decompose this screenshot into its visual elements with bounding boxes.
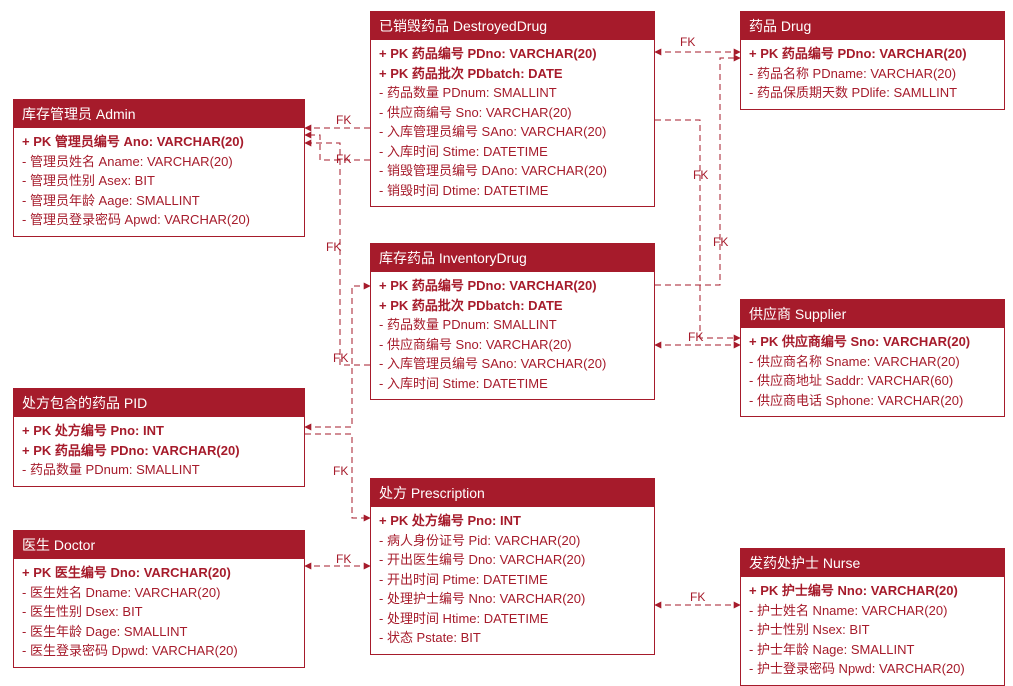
entity-body: + PK 医生编号 Dno: VARCHAR(20)- 医生姓名 Dname: … xyxy=(14,559,304,667)
attribute: - 药品保质期天数 PDlife: SAMLLINT xyxy=(749,83,996,103)
attribute: - 入库管理员编号 SAno: VARCHAR(20) xyxy=(379,354,646,374)
entity-inventory: 库存药品 InventoryDrug+ PK 药品编号 PDno: VARCHA… xyxy=(370,243,655,400)
entity-body: + PK 药品编号 PDno: VARCHAR(20)- 药品名称 PDname… xyxy=(741,40,1004,109)
entity-prescription: 处方 Prescription+ PK 处方编号 Pno: INT- 病人身份证… xyxy=(370,478,655,655)
attribute: - 入库时间 Stime: DATETIME xyxy=(379,374,646,394)
fk-label: FK xyxy=(693,168,708,182)
fk-label: FK xyxy=(336,152,351,166)
entity-destroyed: 已销毁药品 DestroyedDrug+ PK 药品编号 PDno: VARCH… xyxy=(370,11,655,207)
fk-destroyed-sno-to-supplier xyxy=(655,120,740,338)
pk-attribute: + PK 药品批次 PDbatch: DATE xyxy=(379,296,646,316)
entity-body: + PK 处方编号 Pno: INT- 病人身份证号 Pid: VARCHAR(… xyxy=(371,507,654,654)
attribute: - 病人身份证号 Pid: VARCHAR(20) xyxy=(379,531,646,551)
attribute: - 医生年龄 Dage: SMALLINT xyxy=(22,622,296,642)
attribute: - 销毁管理员编号 DAno: VARCHAR(20) xyxy=(379,161,646,181)
fk-label: FK xyxy=(690,590,705,604)
fk-inventory-sano-to-admin xyxy=(305,143,370,365)
entity-title: 处方 Prescription xyxy=(371,479,654,507)
attribute: - 护士年龄 Nage: SMALLINT xyxy=(749,640,996,660)
entity-pid: 处方包含的药品 PID+ PK 处方编号 Pno: INT+ PK 药品编号 P… xyxy=(13,388,305,487)
entity-title: 医生 Doctor xyxy=(14,531,304,559)
attribute: - 护士登录密码 Npwd: VARCHAR(20) xyxy=(749,659,996,679)
entity-body: + PK 药品编号 PDno: VARCHAR(20)+ PK 药品批次 PDb… xyxy=(371,40,654,206)
entity-title: 库存药品 InventoryDrug xyxy=(371,244,654,272)
pk-attribute: + PK 护士编号 Nno: VARCHAR(20) xyxy=(749,581,996,601)
entity-body: + PK 药品编号 PDno: VARCHAR(20)+ PK 药品批次 PDb… xyxy=(371,272,654,399)
pk-attribute: + PK 管理员编号 Ano: VARCHAR(20) xyxy=(22,132,296,152)
pk-attribute: + PK 药品编号 PDno: VARCHAR(20) xyxy=(749,44,996,64)
attribute: - 护士姓名 Nname: VARCHAR(20) xyxy=(749,601,996,621)
attribute: - 处理护士编号 Nno: VARCHAR(20) xyxy=(379,589,646,609)
fk-label: FK xyxy=(326,240,341,254)
attribute: - 药品数量 PDnum: SMALLINT xyxy=(379,315,646,335)
fk-label: FK xyxy=(336,113,351,127)
pk-attribute: + PK 处方编号 Pno: INT xyxy=(22,421,296,441)
attribute: - 供应商编号 Sno: VARCHAR(20) xyxy=(379,335,646,355)
entity-supplier: 供应商 Supplier+ PK 供应商编号 Sno: VARCHAR(20)-… xyxy=(740,299,1005,417)
fk-label: FK xyxy=(333,464,348,478)
attribute: - 管理员性别 Asex: BIT xyxy=(22,171,296,191)
attribute: - 供应商电话 Sphone: VARCHAR(20) xyxy=(749,391,996,411)
entity-body: + PK 管理员编号 Ano: VARCHAR(20)- 管理员姓名 Aname… xyxy=(14,128,304,236)
fk-label: FK xyxy=(336,552,351,566)
attribute: - 入库时间 Stime: DATETIME xyxy=(379,142,646,162)
pk-attribute: + PK 医生编号 Dno: VARCHAR(20) xyxy=(22,563,296,583)
attribute: - 开出时间 Ptime: DATETIME xyxy=(379,570,646,590)
attribute: - 药品名称 PDname: VARCHAR(20) xyxy=(749,64,996,84)
entity-drug: 药品 Drug+ PK 药品编号 PDno: VARCHAR(20)- 药品名称… xyxy=(740,11,1005,110)
entity-body: + PK 护士编号 Nno: VARCHAR(20)- 护士姓名 Nname: … xyxy=(741,577,1004,685)
entity-admin: 库存管理员 Admin+ PK 管理员编号 Ano: VARCHAR(20)- … xyxy=(13,99,305,237)
entity-title: 发药处护士 Nurse xyxy=(741,549,1004,577)
attribute: - 供应商编号 Sno: VARCHAR(20) xyxy=(379,103,646,123)
attribute: - 管理员年龄 Aage: SMALLINT xyxy=(22,191,296,211)
er-diagram-canvas: { "diagram": { "type": "entity-relations… xyxy=(0,0,1013,672)
attribute: - 供应商地址 Saddr: VARCHAR(60) xyxy=(749,371,996,391)
attribute: - 医生性别 Dsex: BIT xyxy=(22,602,296,622)
attribute: - 供应商名称 Sname: VARCHAR(20) xyxy=(749,352,996,372)
attribute: - 入库管理员编号 SAno: VARCHAR(20) xyxy=(379,122,646,142)
fk-label: FK xyxy=(713,235,728,249)
entity-title: 已销毁药品 DestroyedDrug xyxy=(371,12,654,40)
attribute: - 处理时间 Htime: DATETIME xyxy=(379,609,646,629)
pk-attribute: + PK 药品编号 PDno: VARCHAR(20) xyxy=(379,44,646,64)
pk-attribute: + PK 药品编号 PDno: VARCHAR(20) xyxy=(379,276,646,296)
entity-title: 库存管理员 Admin xyxy=(14,100,304,128)
pk-attribute: + PK 药品批次 PDbatch: DATE xyxy=(379,64,646,84)
pk-attribute: + PK 供应商编号 Sno: VARCHAR(20) xyxy=(749,332,996,352)
attribute: - 管理员登录密码 Apwd: VARCHAR(20) xyxy=(22,210,296,230)
entity-title: 处方包含的药品 PID xyxy=(14,389,304,417)
attribute: - 护士性别 Nsex: BIT xyxy=(749,620,996,640)
pk-attribute: + PK 药品编号 PDno: VARCHAR(20) xyxy=(22,441,296,461)
attribute: - 医生姓名 Dname: VARCHAR(20) xyxy=(22,583,296,603)
entity-body: + PK 处方编号 Pno: INT+ PK 药品编号 PDno: VARCHA… xyxy=(14,417,304,486)
attribute: - 药品数量 PDnum: SMALLINT xyxy=(22,460,296,480)
fk-label: FK xyxy=(680,35,695,49)
attribute: - 药品数量 PDnum: SMALLINT xyxy=(379,83,646,103)
entity-body: + PK 供应商编号 Sno: VARCHAR(20)- 供应商名称 Sname… xyxy=(741,328,1004,416)
pk-attribute: + PK 处方编号 Pno: INT xyxy=(379,511,646,531)
attribute: - 开出医生编号 Dno: VARCHAR(20) xyxy=(379,550,646,570)
attribute: - 销毁时间 Dtime: DATETIME xyxy=(379,181,646,201)
fk-label: FK xyxy=(688,330,703,344)
fk-label: FK xyxy=(333,351,348,365)
attribute: - 医生登录密码 Dpwd: VARCHAR(20) xyxy=(22,641,296,661)
attribute: - 管理员姓名 Aname: VARCHAR(20) xyxy=(22,152,296,172)
attribute: - 状态 Pstate: BIT xyxy=(379,628,646,648)
entity-title: 供应商 Supplier xyxy=(741,300,1004,328)
entity-nurse: 发药处护士 Nurse+ PK 护士编号 Nno: VARCHAR(20)- 护… xyxy=(740,548,1005,686)
entity-title: 药品 Drug xyxy=(741,12,1004,40)
entity-doctor: 医生 Doctor+ PK 医生编号 Dno: VARCHAR(20)- 医生姓… xyxy=(13,530,305,668)
